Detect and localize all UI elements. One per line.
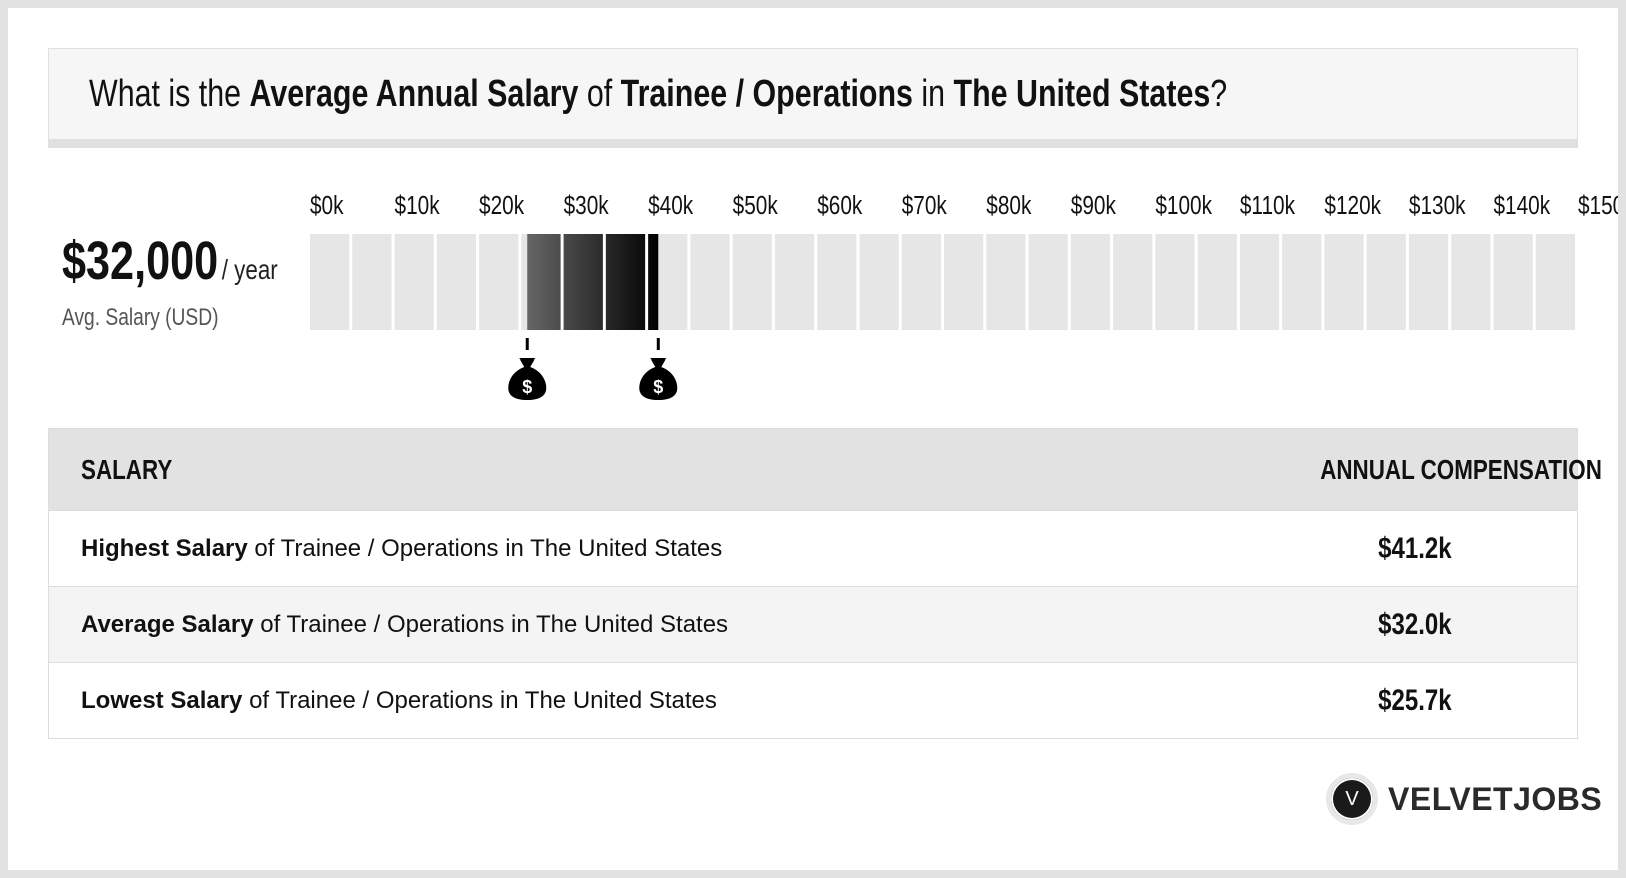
bar-bin bbox=[944, 234, 984, 330]
bar-bin bbox=[1451, 234, 1491, 330]
bar-bin bbox=[1155, 234, 1195, 330]
bar-bin bbox=[1535, 234, 1575, 330]
tick-label: $150k+ bbox=[1578, 191, 1618, 220]
table-row: Average Salary of Trainee / Operations i… bbox=[49, 586, 1577, 662]
bar-bin bbox=[690, 234, 730, 330]
bar-bin bbox=[1366, 234, 1406, 330]
logo-text: VELVETJOBS bbox=[1388, 780, 1603, 817]
bar-bin bbox=[732, 234, 772, 330]
row-value: $41.2k bbox=[1378, 531, 1452, 565]
svg-text:$: $ bbox=[522, 377, 532, 397]
table-row: Lowest Salary of Trainee / Operations in… bbox=[49, 662, 1577, 738]
row-label: Lowest Salary of Trainee / Operations in… bbox=[81, 686, 717, 714]
row-value: $32.0k bbox=[1378, 607, 1452, 641]
bar-bin bbox=[1282, 234, 1322, 330]
tick-label: $110k bbox=[1240, 191, 1295, 220]
tick-label: $140k bbox=[1493, 191, 1550, 220]
row-label: Highest Salary of Trainee / Operations i… bbox=[81, 534, 723, 562]
tick-label: $130k bbox=[1409, 191, 1466, 220]
tick-label: $50k bbox=[733, 191, 778, 220]
money-bag-icon: $ bbox=[508, 358, 547, 400]
money-bag-icon: $ bbox=[639, 358, 678, 400]
average-salary: $32,000 / year bbox=[62, 230, 332, 292]
tick-label: $30k bbox=[564, 191, 609, 220]
bar-bin bbox=[1113, 234, 1153, 330]
tick-label: $0k bbox=[310, 191, 344, 220]
bar-bin bbox=[479, 234, 519, 330]
bar-fill bbox=[563, 234, 603, 330]
tick-label: $100k bbox=[1155, 191, 1212, 220]
bar-bin bbox=[352, 234, 392, 330]
tick-label: $20k bbox=[479, 191, 524, 220]
tick-label: $120k bbox=[1324, 191, 1381, 220]
average-salary-value: $32,000 bbox=[62, 231, 219, 291]
bar-bin bbox=[859, 234, 899, 330]
row-label: Average Salary of Trainee / Operations i… bbox=[81, 610, 729, 638]
average-salary-unit: / year bbox=[221, 254, 278, 285]
bar-bin bbox=[1408, 234, 1449, 330]
tick-label: $40k bbox=[648, 191, 693, 220]
bar-bin bbox=[817, 234, 857, 330]
bar-bin bbox=[310, 234, 350, 330]
bar-bin bbox=[1070, 234, 1111, 330]
bar-bin bbox=[1197, 234, 1237, 330]
tick-label: $70k bbox=[902, 191, 947, 220]
logo-mark: V bbox=[1326, 773, 1378, 825]
salary-range-chart: $0k $10k $20k $30k $40k $50k $60k $70k $80k $90k $… bbox=[310, 191, 1618, 400]
bar-bin bbox=[1493, 234, 1533, 330]
table-header: SALARY ANNUAL COMPENSATION bbox=[49, 429, 1602, 510]
tick-label: $60k bbox=[817, 191, 862, 220]
bar-fill bbox=[648, 234, 659, 330]
bar-fill bbox=[527, 234, 561, 330]
table-row: Highest Salary of Trainee / Operations i… bbox=[49, 510, 1577, 586]
bar-bin bbox=[1239, 234, 1280, 330]
bar-bin bbox=[436, 234, 477, 330]
page-title: What is the Average Annual Salary of Tra… bbox=[89, 73, 1228, 115]
bar-bin bbox=[394, 234, 434, 330]
header-annual-compensation: ANNUAL COMPENSATION bbox=[1320, 453, 1602, 485]
tick-label: $90k bbox=[1071, 191, 1116, 220]
row-value: $25.7k bbox=[1378, 683, 1452, 717]
bar-fill bbox=[605, 234, 646, 330]
velvetjobs-logo: V VELVETJOBS bbox=[1326, 773, 1602, 825]
salary-card: What is the Average Annual Salary of Tra… bbox=[8, 8, 1618, 870]
svg-text:$: $ bbox=[653, 377, 663, 397]
tick-label: $10k bbox=[395, 191, 440, 220]
bar-bin bbox=[901, 234, 941, 330]
salary-table: SALARY ANNUAL COMPENSATION Highest Salar… bbox=[48, 428, 1602, 739]
bar-bin bbox=[986, 234, 1026, 330]
average-salary-label: Avg. Salary (USD) bbox=[62, 304, 219, 331]
bar-bin bbox=[1028, 234, 1068, 330]
tick-label: $80k bbox=[986, 191, 1031, 220]
title-box: What is the Average Annual Salary of Tra… bbox=[48, 48, 1578, 148]
bar-bin bbox=[774, 234, 815, 330]
bar-bin bbox=[1324, 234, 1364, 330]
header-salary: SALARY bbox=[81, 453, 173, 485]
